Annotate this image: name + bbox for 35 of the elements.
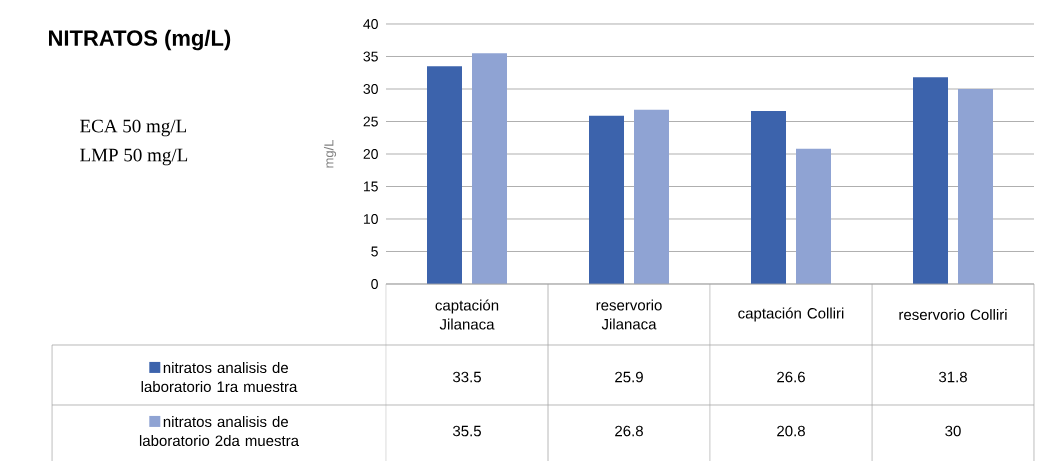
bar — [958, 89, 994, 284]
text: NITRATOS (mg/L) — [49, 29, 231, 51]
x-tick-label: captación Jilanaca — [435, 299, 499, 330]
bar — [796, 148, 832, 284]
legend-label: nitratos analisis de laboratorio 2da muestra — [139, 416, 300, 447]
y-tick-label: 15 — [363, 181, 378, 192]
y-tick-label: 5 — [371, 246, 378, 257]
y-tick-label: 40 — [363, 19, 378, 29]
data-label: 35.5 — [452, 425, 481, 437]
text: ECA 50 mg/L — [80, 119, 187, 137]
y-tick-label: 25 — [363, 116, 378, 127]
y-tick-label: 10 — [363, 214, 378, 224]
y-tick-label: 35 — [363, 51, 378, 62]
y-tick-label: 0 — [371, 279, 378, 289]
bar — [589, 115, 625, 284]
bar — [634, 109, 670, 284]
data-label: 20.8 — [777, 425, 805, 437]
y-axis-title: mg/L — [323, 139, 337, 168]
data-label: 30 — [945, 425, 961, 437]
data-label: 26.8 — [615, 425, 643, 437]
data-label: 33.5 — [452, 371, 481, 383]
x-tick-label: captación Colliri — [738, 307, 844, 322]
data-label: 25.9 — [615, 371, 643, 383]
text: LMP 50 mg/L — [80, 148, 188, 166]
y-tick-label: 20 — [363, 149, 378, 159]
legend-label: nitratos analisis de laboratorio 1ra muestra — [141, 362, 298, 393]
bar — [913, 77, 949, 284]
y-tick-label: 30 — [363, 84, 378, 94]
bar — [427, 66, 462, 284]
bar — [751, 111, 787, 284]
x-tick-label: reservorio Jilanaca — [596, 299, 662, 330]
data-label: 26.6 — [777, 371, 805, 383]
x-tick-label: reservorio Colliri — [899, 308, 1007, 320]
bar — [472, 53, 507, 284]
data-label: 31.8 — [938, 371, 967, 383]
